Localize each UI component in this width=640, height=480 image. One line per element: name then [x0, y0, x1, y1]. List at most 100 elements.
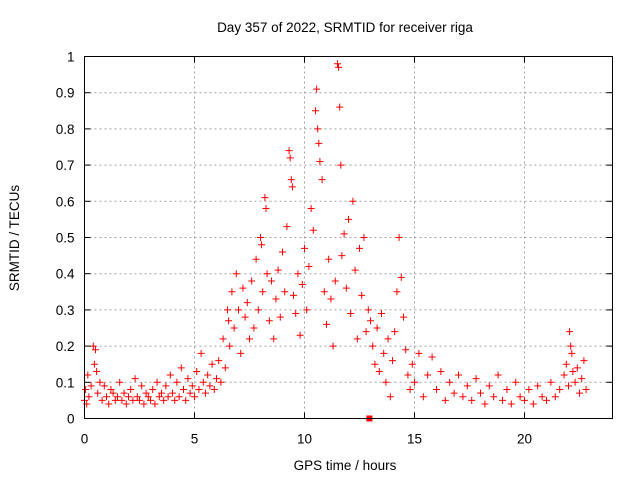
data-point	[92, 346, 99, 354]
data-point	[538, 393, 546, 401]
data-point	[197, 349, 205, 357]
data-point	[309, 226, 317, 234]
y-tick-label: 0.7	[56, 158, 75, 173]
data-point	[210, 386, 218, 394]
data-point	[446, 378, 454, 386]
data-point	[318, 176, 326, 184]
data-point	[331, 277, 339, 285]
data-point	[142, 389, 150, 397]
data-point	[373, 324, 381, 332]
data-point	[100, 382, 108, 390]
data-point	[136, 396, 143, 404]
data-point	[468, 396, 476, 404]
data-point	[114, 393, 121, 401]
data-point	[285, 147, 293, 155]
data-point	[219, 335, 227, 343]
data-point	[356, 244, 363, 252]
data-point	[160, 396, 168, 404]
data-point	[195, 386, 203, 394]
data-point	[261, 194, 269, 202]
data-point	[391, 328, 399, 336]
data-point	[188, 382, 196, 390]
data-point	[551, 393, 559, 401]
data-point	[122, 400, 130, 408]
data-point	[177, 364, 185, 372]
data-point	[252, 255, 260, 263]
data-point	[411, 378, 418, 386]
data-point	[503, 386, 511, 394]
data-point	[151, 400, 159, 408]
data-point	[208, 360, 216, 368]
data-point	[186, 389, 194, 397]
data-point	[406, 386, 414, 394]
data-point	[175, 393, 183, 401]
data-point	[573, 364, 581, 372]
data-point	[347, 310, 355, 318]
data-point	[241, 313, 249, 321]
data-point	[279, 248, 286, 256]
data-point	[349, 197, 357, 205]
data-point	[367, 317, 374, 325]
y-tick-label: 1	[67, 50, 75, 65]
y-axis: 0 0.1 0.2 0.3 0.4 0.5 0.6 0.7 0.8 0.9 1	[56, 50, 613, 427]
data-point	[149, 386, 157, 394]
data-point	[144, 393, 152, 401]
data-point	[547, 378, 555, 386]
data-point	[380, 349, 388, 357]
data-point	[325, 255, 333, 263]
data-point	[472, 375, 480, 383]
data-points	[81, 60, 590, 422]
data-point	[499, 396, 506, 404]
data-point	[87, 382, 95, 390]
data-point	[162, 382, 170, 390]
data-point	[180, 386, 187, 394]
data-point	[164, 393, 172, 401]
data-point	[360, 234, 368, 241]
data-point	[336, 103, 344, 111]
data-point	[369, 342, 377, 350]
data-point	[393, 288, 401, 296]
data-point	[268, 277, 275, 285]
y-axis-label: SRMTID / TECUs	[7, 185, 22, 292]
data-point	[246, 335, 253, 343]
chart-title: Day 357 of 2022, SRMTID for receiver rig…	[217, 20, 473, 35]
data-point	[569, 367, 577, 375]
data-point	[335, 63, 343, 71]
data-point	[93, 367, 101, 375]
data-point	[217, 378, 225, 386]
data-point	[204, 371, 212, 379]
data-point	[571, 378, 579, 386]
data-point	[292, 310, 300, 318]
data-point	[362, 328, 370, 336]
data-point	[315, 139, 323, 147]
data-point	[127, 386, 135, 394]
data-point	[494, 371, 502, 379]
data-point	[283, 223, 291, 231]
data-point	[274, 266, 282, 274]
data-point	[287, 176, 295, 184]
data-point	[534, 382, 542, 390]
data-point	[276, 313, 284, 321]
data-point	[334, 60, 341, 68]
data-point	[419, 393, 427, 401]
data-point	[408, 360, 416, 368]
y-tick-label: 0.2	[56, 339, 75, 354]
x-tick-label: 10	[297, 432, 312, 447]
data-point	[228, 288, 236, 296]
x-tick-label: 0	[81, 432, 89, 447]
data-point	[455, 371, 462, 379]
data-point	[213, 375, 220, 383]
data-point	[543, 396, 550, 404]
data-point	[298, 281, 306, 289]
data-point	[329, 342, 337, 350]
data-point	[565, 382, 572, 390]
data-point	[463, 382, 471, 390]
data-point	[116, 378, 124, 386]
data-point	[286, 154, 294, 162]
data-point	[191, 393, 198, 401]
data-point	[270, 335, 278, 343]
data-point	[259, 288, 267, 296]
data-point	[202, 389, 209, 397]
data-point	[296, 331, 304, 339]
